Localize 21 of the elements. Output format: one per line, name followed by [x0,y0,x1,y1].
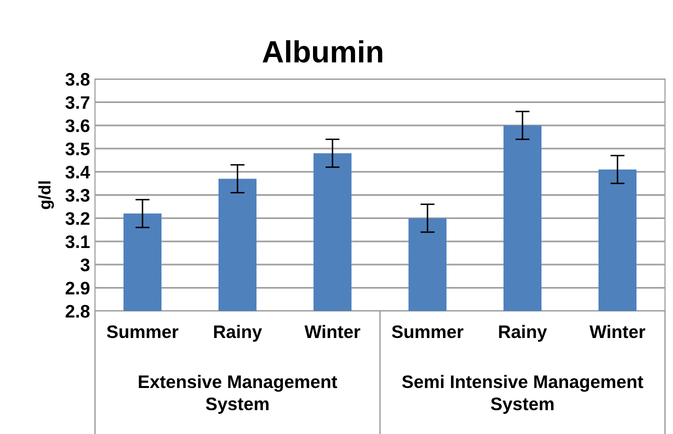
y-tick-label: 3 [80,258,90,272]
y-tick-label: 3.7 [65,96,90,109]
y-tick-label: 3.8 [65,72,90,86]
y-tick-label: 2.9 [66,282,90,295]
y-tick-label: 2.8 [66,304,90,318]
y-tick-label: 3.6 [65,119,90,132]
y-tick-label: 3.2 [65,212,90,225]
x-tick-label: Rainy [214,324,262,342]
x-tick-label: Summer [106,325,178,338]
y-tick-label: 3.4 [65,166,90,179]
y-tick-label: 3.3 [65,188,90,202]
y-tick-label: 3.1 [65,235,90,248]
chart-title: Albumin [262,40,382,63]
y-tick-label: 3.5 [65,142,90,156]
y-axis-title: g/dl [38,181,54,210]
text: Extensive Management System [138,374,338,414]
x-tick-label: Summer [392,325,464,338]
text: Semi Intensive Management System [402,374,644,414]
x-tick-label: Winter [590,324,646,338]
x-tick-label: Rainy [499,324,547,342]
x-tick-label: Winter [304,324,360,338]
